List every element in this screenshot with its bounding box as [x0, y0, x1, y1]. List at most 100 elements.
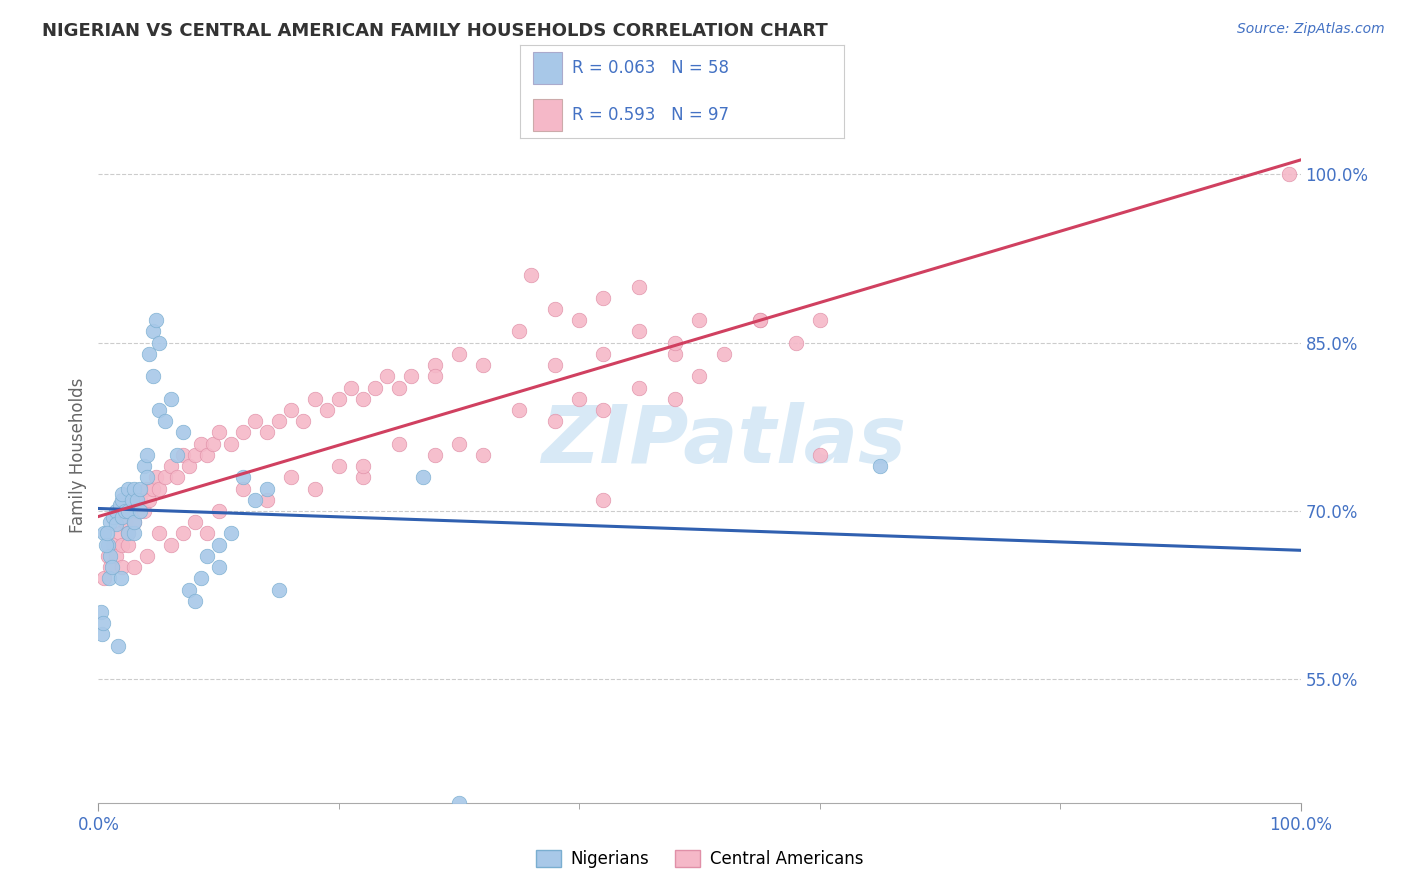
Point [423, 369, 446, 384]
Point [628, 325, 651, 339]
Point [117, 504, 139, 518]
Point [399, 369, 422, 384]
Point [232, 425, 254, 440]
Point [111, 538, 134, 552]
Point [508, 325, 530, 339]
Point [159, 459, 181, 474]
Point [148, 482, 170, 496]
Point [148, 526, 170, 541]
Point [664, 392, 686, 406]
Point [100, 560, 122, 574]
Point [304, 392, 326, 406]
Point [129, 492, 152, 507]
Point [1277, 167, 1299, 181]
Point [108, 526, 131, 541]
Bar [533, 52, 562, 84]
Point [138, 492, 160, 507]
Point [132, 459, 155, 474]
Point [135, 549, 157, 563]
Point [153, 470, 176, 484]
Point [135, 482, 157, 496]
Point [166, 448, 188, 462]
Text: Source: ZipAtlas.com: Source: ZipAtlas.com [1237, 22, 1385, 37]
Point [90, 605, 112, 619]
Point [256, 425, 278, 440]
Point [243, 492, 266, 507]
Point [243, 414, 266, 428]
Point [145, 470, 167, 484]
Point [388, 381, 411, 395]
Point [91, 627, 114, 641]
Point [101, 509, 124, 524]
Point [388, 436, 411, 450]
Point [100, 560, 122, 574]
Point [183, 594, 205, 608]
Point [256, 482, 278, 496]
Point [520, 268, 543, 283]
Point [688, 369, 710, 384]
Point [97, 549, 120, 563]
Point [352, 459, 374, 474]
Point [172, 526, 194, 541]
Point [544, 301, 567, 316]
Point [124, 560, 146, 574]
Point [472, 358, 495, 372]
Point [195, 549, 218, 563]
Point [121, 504, 143, 518]
Point [124, 515, 146, 529]
Point [101, 538, 124, 552]
Point [98, 571, 121, 585]
Point [132, 504, 155, 518]
Point [190, 571, 212, 585]
Point [96, 526, 118, 541]
Point [280, 403, 302, 417]
Point [148, 403, 170, 417]
Point [208, 560, 231, 574]
Point [166, 470, 188, 484]
Point [195, 526, 218, 541]
Point [291, 414, 314, 428]
Point [688, 313, 710, 327]
Point [664, 347, 686, 361]
Point [117, 526, 139, 541]
Point [592, 403, 614, 417]
Point [141, 369, 163, 384]
Point [208, 538, 231, 552]
Point [508, 403, 530, 417]
Point [94, 538, 117, 552]
Point [208, 504, 231, 518]
Point [124, 482, 146, 496]
Text: R = 0.593   N = 97: R = 0.593 N = 97 [572, 106, 728, 124]
Point [111, 487, 134, 501]
Point [195, 448, 218, 462]
Point [111, 492, 134, 507]
Point [105, 504, 128, 518]
Point [105, 549, 128, 563]
Point [219, 436, 242, 450]
Point [364, 381, 387, 395]
Point [93, 526, 115, 541]
Point [232, 482, 254, 496]
Point [111, 509, 134, 524]
Point [340, 381, 363, 395]
Point [472, 448, 495, 462]
Point [177, 459, 200, 474]
Point [100, 549, 122, 563]
Point [412, 470, 434, 484]
Point [107, 639, 129, 653]
Point [352, 470, 374, 484]
Point [568, 392, 591, 406]
Point [568, 313, 591, 327]
Point [352, 392, 374, 406]
Text: ZIPatlas: ZIPatlas [541, 402, 905, 480]
Point [447, 436, 470, 450]
Legend: Nigerians, Central Americans: Nigerians, Central Americans [529, 843, 870, 874]
Point [129, 504, 152, 518]
Text: NIGERIAN VS CENTRAL AMERICAN FAMILY HOUSEHOLDS CORRELATION CHART: NIGERIAN VS CENTRAL AMERICAN FAMILY HOUS… [42, 22, 828, 40]
Point [748, 313, 770, 327]
Point [159, 538, 181, 552]
Point [93, 571, 115, 585]
Point [117, 482, 139, 496]
Point [135, 448, 157, 462]
Point [219, 526, 242, 541]
